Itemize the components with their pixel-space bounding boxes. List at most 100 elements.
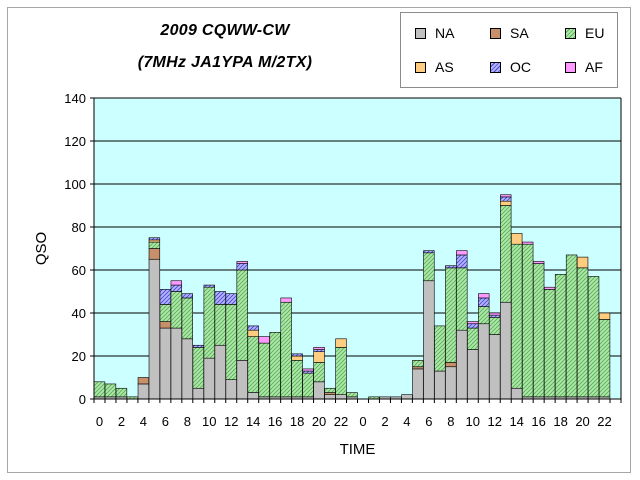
legend-swatch-oc [490,62,501,73]
bar-eu-7 [170,291,183,329]
bar-as-37 [500,200,512,206]
bar-as-44 [576,256,589,269]
bar-eu-44 [576,267,589,398]
bar-na-21 [324,394,336,400]
bar-na-30 [423,280,435,400]
bar-eu-31 [434,325,446,372]
bar-eu-6 [159,304,172,322]
x-tick-label-44: 20 [575,414,589,429]
legend-swatch-af [565,62,576,73]
bar-af-20 [313,347,325,350]
x-tick-label-16: 16 [268,414,282,429]
bar-eu-2 [115,387,128,398]
bar-eu-23 [346,392,358,398]
bar-af-19 [302,368,314,372]
bar-eu-41 [543,289,556,398]
x-tick-label-20: 20 [312,414,326,429]
legend-swatch-na [415,28,426,39]
bar-as-20 [313,351,325,363]
bar-oc-30 [423,250,435,254]
y-tick-label-3: 60 [72,263,86,278]
y-tick-label-4: 80 [72,220,86,235]
bar-eu-34 [467,327,479,350]
bar-oc-35 [478,297,490,307]
bar-eu-20 [313,362,325,383]
bar-oc-37 [500,196,512,202]
bar-na-9 [192,387,204,400]
bar-eu-0 [93,381,106,398]
x-tick-label-26: 2 [381,414,388,429]
x-tick-label-40: 16 [531,414,545,429]
bar-oc-33 [456,254,468,269]
bar-na-13 [236,359,248,400]
bar-oc-36 [489,314,501,318]
legend-swatch-eu [565,28,576,39]
legend-label-na: NA [435,25,455,41]
bar-eu-15 [258,342,270,398]
chart-subtitle: (7MHz JA1YPA M/2TX) [137,54,313,71]
bar-af-39 [521,241,534,245]
bar-sa-32 [445,362,457,368]
x-tick-label-12: 12 [224,414,238,429]
bar-as-5 [148,239,161,243]
bar-na-12 [225,379,237,400]
bar-af-17 [280,297,292,303]
bar-as-14 [247,329,259,337]
legend-swatch-as [415,62,426,73]
bar-na-20 [313,381,325,400]
x-tick-label-18: 18 [290,414,304,429]
bar-eu-37 [500,205,512,303]
bar-as-46 [598,312,611,320]
bar-na-10 [203,357,215,400]
bar-na-36 [489,334,501,400]
x-tick-label-10: 10 [202,414,216,429]
bar-oc-20 [313,349,325,352]
chart-title: 2009 CQWW-CW [160,22,290,39]
x-tick-label-46: 22 [597,414,611,429]
bar-af-35 [478,293,490,299]
x-tick-label-34: 10 [466,414,480,429]
bar-eu-36 [489,316,501,335]
legend-label-eu: EU [585,25,605,41]
bar-sa-29 [412,366,424,370]
bar-eu-38 [511,243,523,389]
bar-eu-45 [587,276,600,398]
bar-eu-5 [148,241,161,249]
bar-na-22 [335,394,347,400]
bar-eu-42 [554,273,567,398]
bar-af-33 [456,250,468,256]
x-tick-label-8: 8 [184,414,191,429]
y-tick-label-7: 140 [64,91,86,106]
bar-eu-9 [192,347,204,389]
bar-oc-10 [203,284,215,288]
bar-oc-18 [291,353,303,357]
bar-eu-32 [445,267,457,363]
x-tick-label-42: 18 [553,414,567,429]
bar-eu-1 [104,383,117,398]
bar-eu-12 [225,304,237,380]
x-tick-label-14: 14 [246,414,260,429]
bar-eu-40 [532,263,545,398]
bar-na-31 [434,370,446,400]
bar-eu-46 [598,319,611,398]
legend-label-af: AF [585,59,603,75]
x-tick-label-36: 12 [488,414,502,429]
bar-eu-19 [302,372,314,398]
y-tick-label-0: 0 [79,392,86,407]
x-tick-label-30: 6 [425,414,432,429]
legend-swatch-sa [490,28,501,39]
legend-label-oc: OC [510,59,531,75]
bar-oc-5 [148,237,161,241]
bar-eu-14 [247,336,259,393]
bar-na-14 [247,392,259,400]
legend-label-as: AS [435,59,454,75]
bar-na-37 [500,301,512,400]
bar-oc-14 [247,325,259,331]
bar-af-7 [170,280,183,286]
bar-eu-43 [565,254,578,398]
bar-af-40 [532,261,545,264]
bar-na-8 [181,338,194,400]
x-tick-label-28: 4 [403,414,410,429]
x-axis-label: TIME [340,441,376,458]
